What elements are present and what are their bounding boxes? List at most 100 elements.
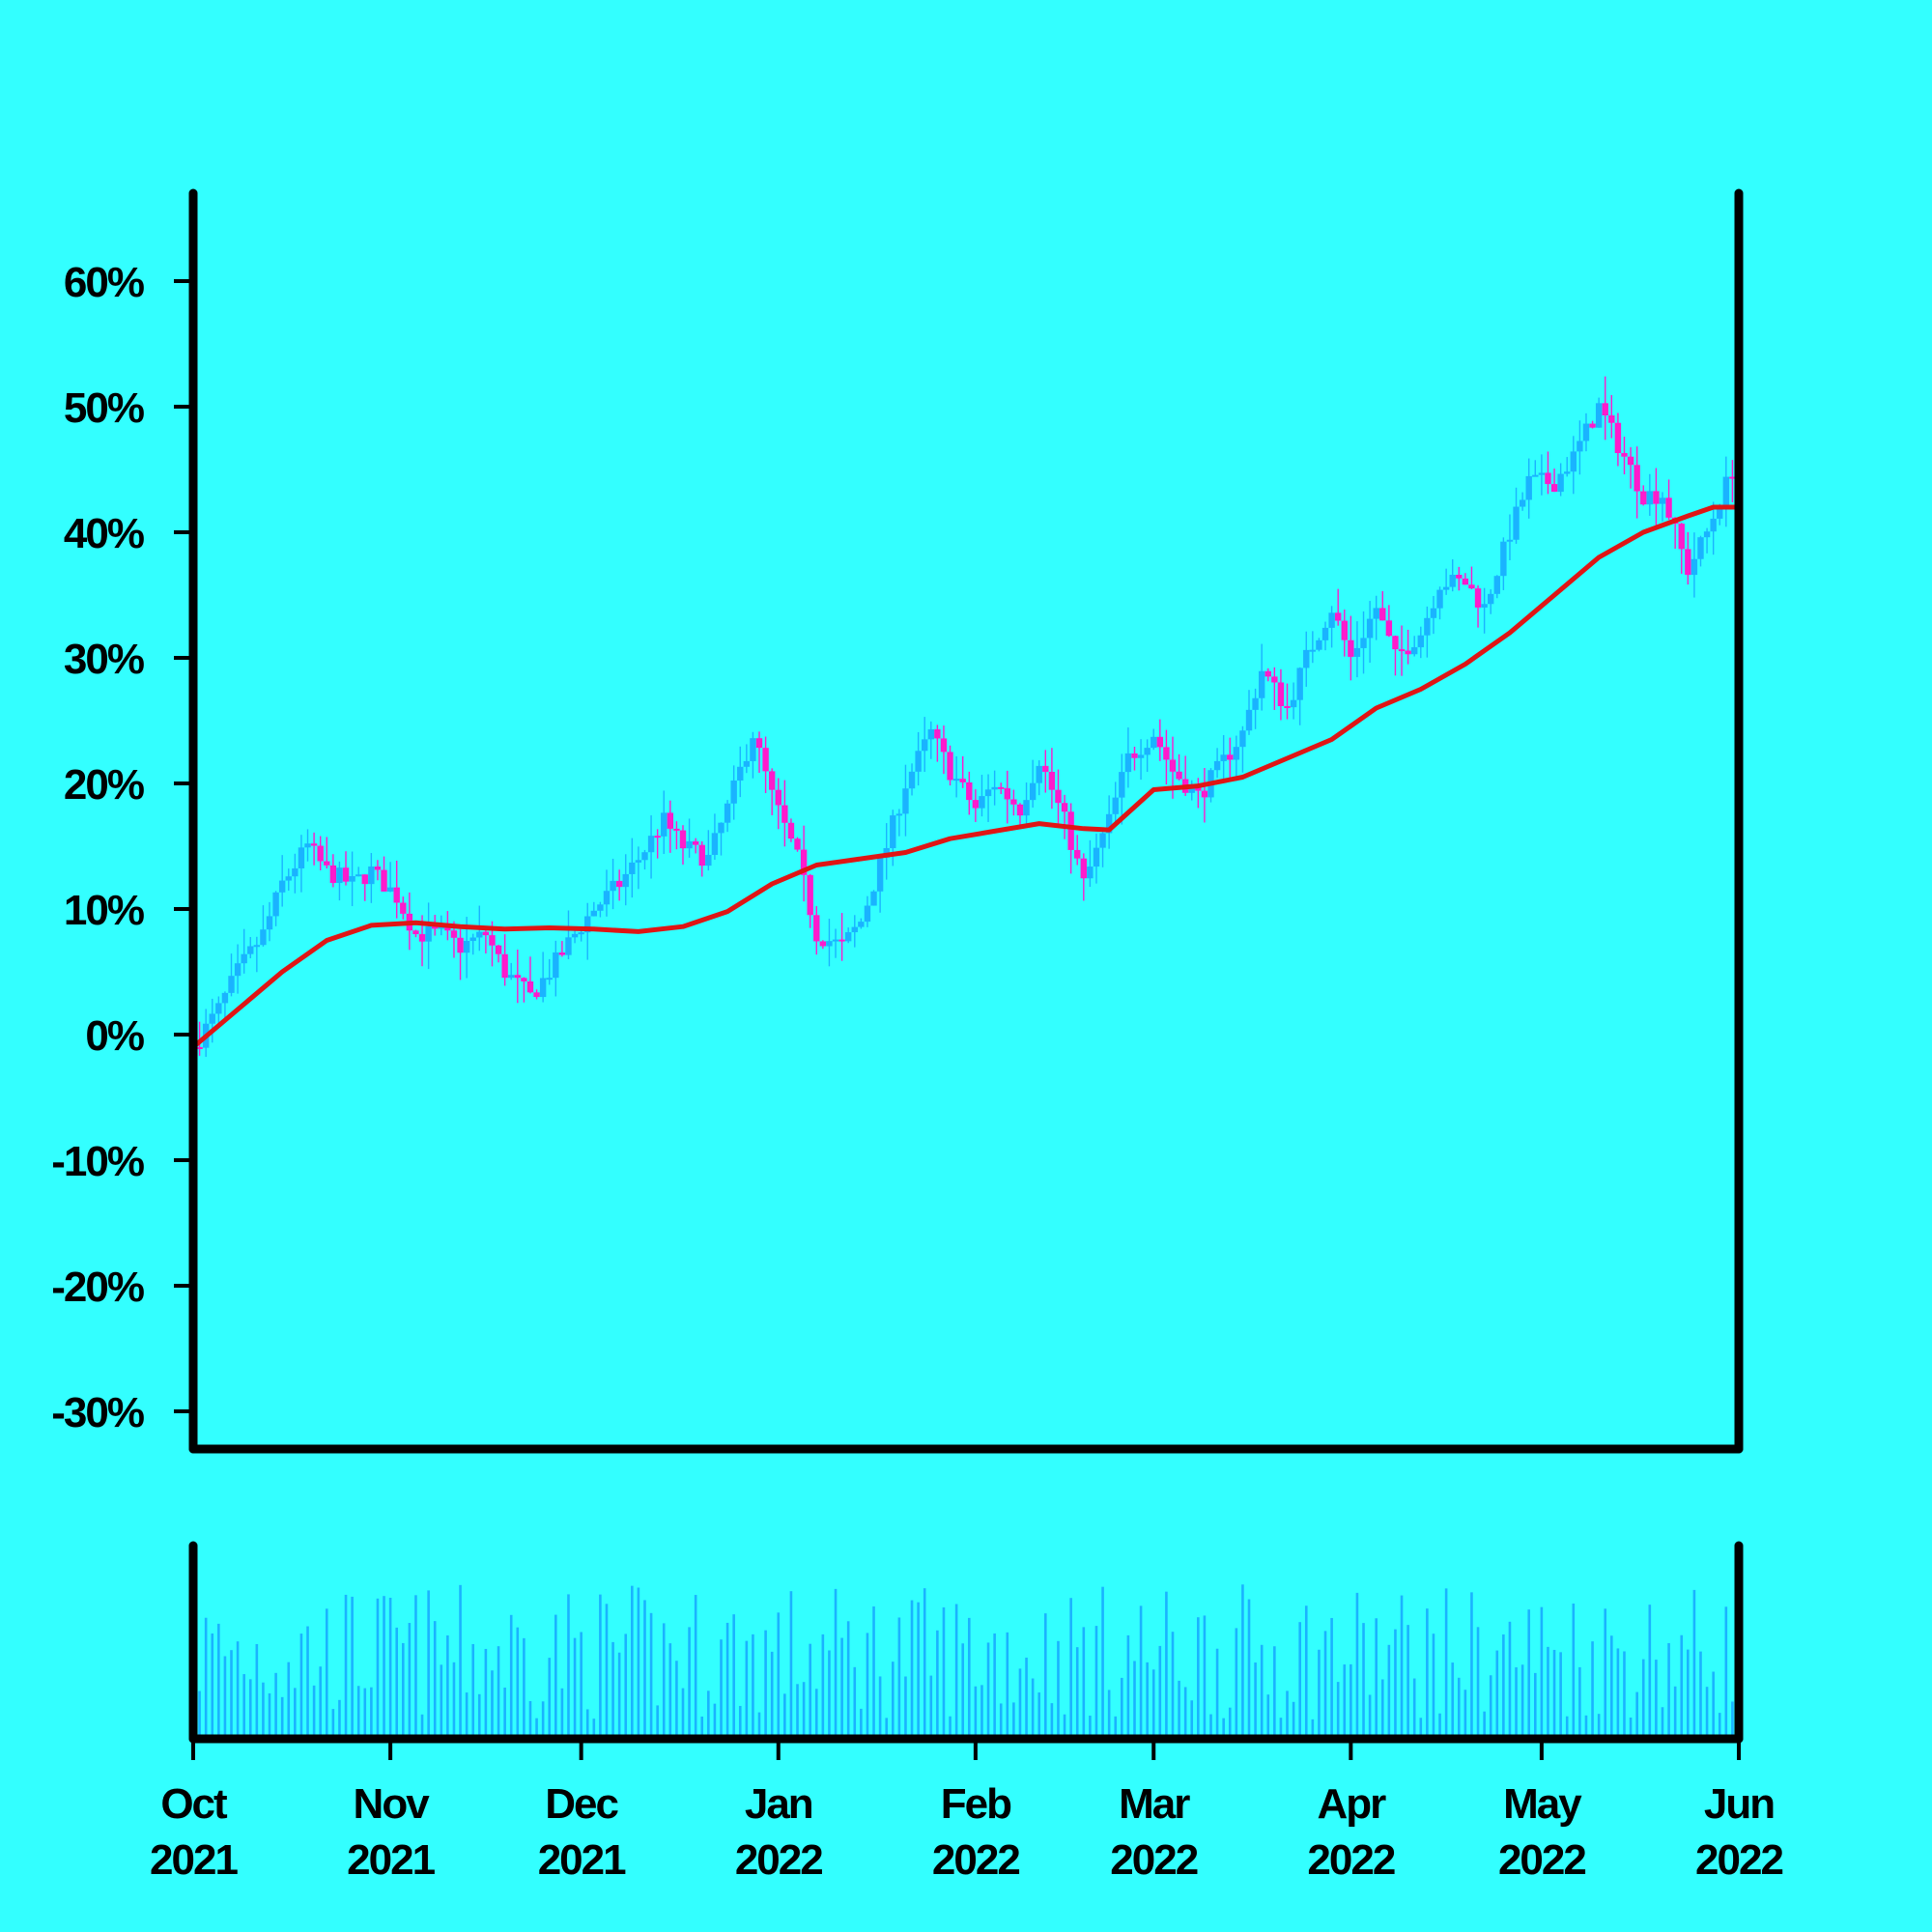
candle-body bbox=[1328, 612, 1335, 628]
candle-body bbox=[915, 751, 922, 772]
candle-body bbox=[571, 933, 579, 938]
volume-bar bbox=[757, 1712, 761, 1739]
candle-body bbox=[584, 916, 591, 933]
candle-body bbox=[610, 880, 616, 892]
volume-bar bbox=[1552, 1649, 1556, 1739]
volume-bar bbox=[1712, 1671, 1715, 1739]
volume-bar bbox=[1057, 1640, 1060, 1739]
volume-bar bbox=[1400, 1595, 1404, 1739]
x-tick-month: Dec bbox=[545, 1780, 618, 1828]
volume-bar bbox=[1203, 1615, 1207, 1739]
candle-body bbox=[1061, 803, 1068, 812]
candle-body bbox=[1685, 549, 1691, 576]
volume-bar bbox=[611, 1641, 614, 1739]
y-axis-ticks: 60% 50% 40% 30% 20% 10% 0% -10% -20% -30% bbox=[51, 259, 189, 1436]
candle-body bbox=[1449, 574, 1456, 587]
volume-bar bbox=[236, 1641, 240, 1739]
x-tick-month: May bbox=[1503, 1780, 1582, 1828]
candle-body bbox=[1474, 588, 1482, 608]
volume-bar bbox=[929, 1675, 933, 1739]
volume-bar bbox=[1540, 1606, 1544, 1739]
volume-bar bbox=[395, 1627, 398, 1739]
volume-bar bbox=[745, 1640, 749, 1739]
volume-bar bbox=[866, 1633, 869, 1739]
candle-body bbox=[934, 729, 941, 739]
volume-bar bbox=[1483, 1711, 1486, 1739]
candle-body bbox=[526, 980, 534, 993]
candle-body bbox=[743, 760, 751, 767]
volume-bar bbox=[1470, 1592, 1473, 1739]
volume-bar bbox=[280, 1696, 284, 1739]
candle-body bbox=[565, 937, 572, 955]
volume-bar bbox=[1667, 1643, 1670, 1739]
volume-bar bbox=[459, 1584, 462, 1739]
volume-bar bbox=[452, 1662, 456, 1739]
volume-bar bbox=[1235, 1628, 1238, 1739]
volume-bar bbox=[535, 1718, 538, 1739]
candle-body bbox=[1697, 537, 1704, 559]
volume-bar bbox=[1508, 1621, 1512, 1739]
volume-bar bbox=[954, 1604, 958, 1739]
volume-bar bbox=[306, 1626, 309, 1739]
candle-body bbox=[489, 935, 496, 946]
candle-body bbox=[1016, 804, 1024, 816]
candle-body bbox=[1151, 736, 1157, 749]
volume-bar bbox=[287, 1662, 291, 1739]
price-panel: 60% 50% 40% 30% 20% 10% 0% -10% -20% -30% bbox=[51, 188, 1744, 1454]
candle-body bbox=[495, 945, 502, 954]
volume-bar bbox=[637, 1587, 640, 1739]
candle-body bbox=[947, 752, 953, 781]
volume-bar bbox=[1094, 1626, 1098, 1739]
candle-body bbox=[476, 931, 483, 938]
candle-body bbox=[1284, 705, 1291, 708]
candle-body bbox=[895, 813, 903, 816]
volume-bar bbox=[891, 1662, 895, 1739]
volume-bar bbox=[923, 1588, 926, 1739]
candle-body bbox=[253, 945, 261, 948]
candle-body bbox=[1321, 627, 1329, 640]
candle-body bbox=[635, 860, 642, 863]
candle-body bbox=[1004, 788, 1010, 800]
volume-bar bbox=[567, 1594, 570, 1739]
candle-body bbox=[469, 937, 476, 941]
candle-body bbox=[1729, 476, 1736, 479]
y-tick-label: 60% bbox=[64, 259, 144, 306]
y-tick-label: -30% bbox=[51, 1389, 144, 1436]
volume-bar bbox=[1286, 1690, 1289, 1739]
volume-bar bbox=[548, 1658, 552, 1739]
candle-body bbox=[1602, 403, 1608, 416]
candle-body bbox=[1360, 638, 1367, 648]
volume-bar bbox=[248, 1679, 252, 1739]
volume-bar bbox=[1387, 1644, 1391, 1739]
volume-bar bbox=[1044, 1613, 1047, 1739]
candle-body bbox=[1163, 747, 1170, 760]
volume-bar bbox=[198, 1690, 201, 1739]
candle-body bbox=[349, 876, 355, 882]
candle-body bbox=[278, 880, 286, 893]
candle-body bbox=[890, 815, 896, 849]
candle-body bbox=[1201, 790, 1208, 798]
candle-body bbox=[1493, 576, 1500, 594]
candle-body bbox=[807, 874, 813, 916]
candle-body bbox=[546, 978, 553, 980]
candle-body bbox=[972, 800, 980, 809]
volume-bar bbox=[414, 1595, 417, 1739]
volume-bar bbox=[624, 1634, 628, 1739]
volume-bar bbox=[491, 1670, 494, 1739]
volume-bar bbox=[268, 1692, 271, 1739]
volume-bar bbox=[617, 1652, 621, 1739]
candle-body bbox=[1703, 531, 1711, 538]
volume-panel: Oct 2021 Nov 2021 Dec 2021 Jan 2022 Feb 2022 Mar 20… bbox=[150, 1541, 1784, 1884]
volume-bar bbox=[796, 1684, 799, 1739]
candle-body bbox=[826, 941, 833, 947]
candle-body bbox=[724, 803, 731, 823]
candle-body bbox=[285, 876, 292, 881]
volume-bar bbox=[1063, 1714, 1066, 1739]
volume-bar bbox=[1591, 1641, 1594, 1739]
x-tick-month: Apr bbox=[1317, 1780, 1386, 1828]
candle-body bbox=[1678, 524, 1685, 550]
candle-body bbox=[679, 830, 687, 849]
candle-body bbox=[1010, 799, 1017, 805]
volume-bar bbox=[1635, 1691, 1638, 1739]
volume-bar bbox=[401, 1642, 405, 1739]
